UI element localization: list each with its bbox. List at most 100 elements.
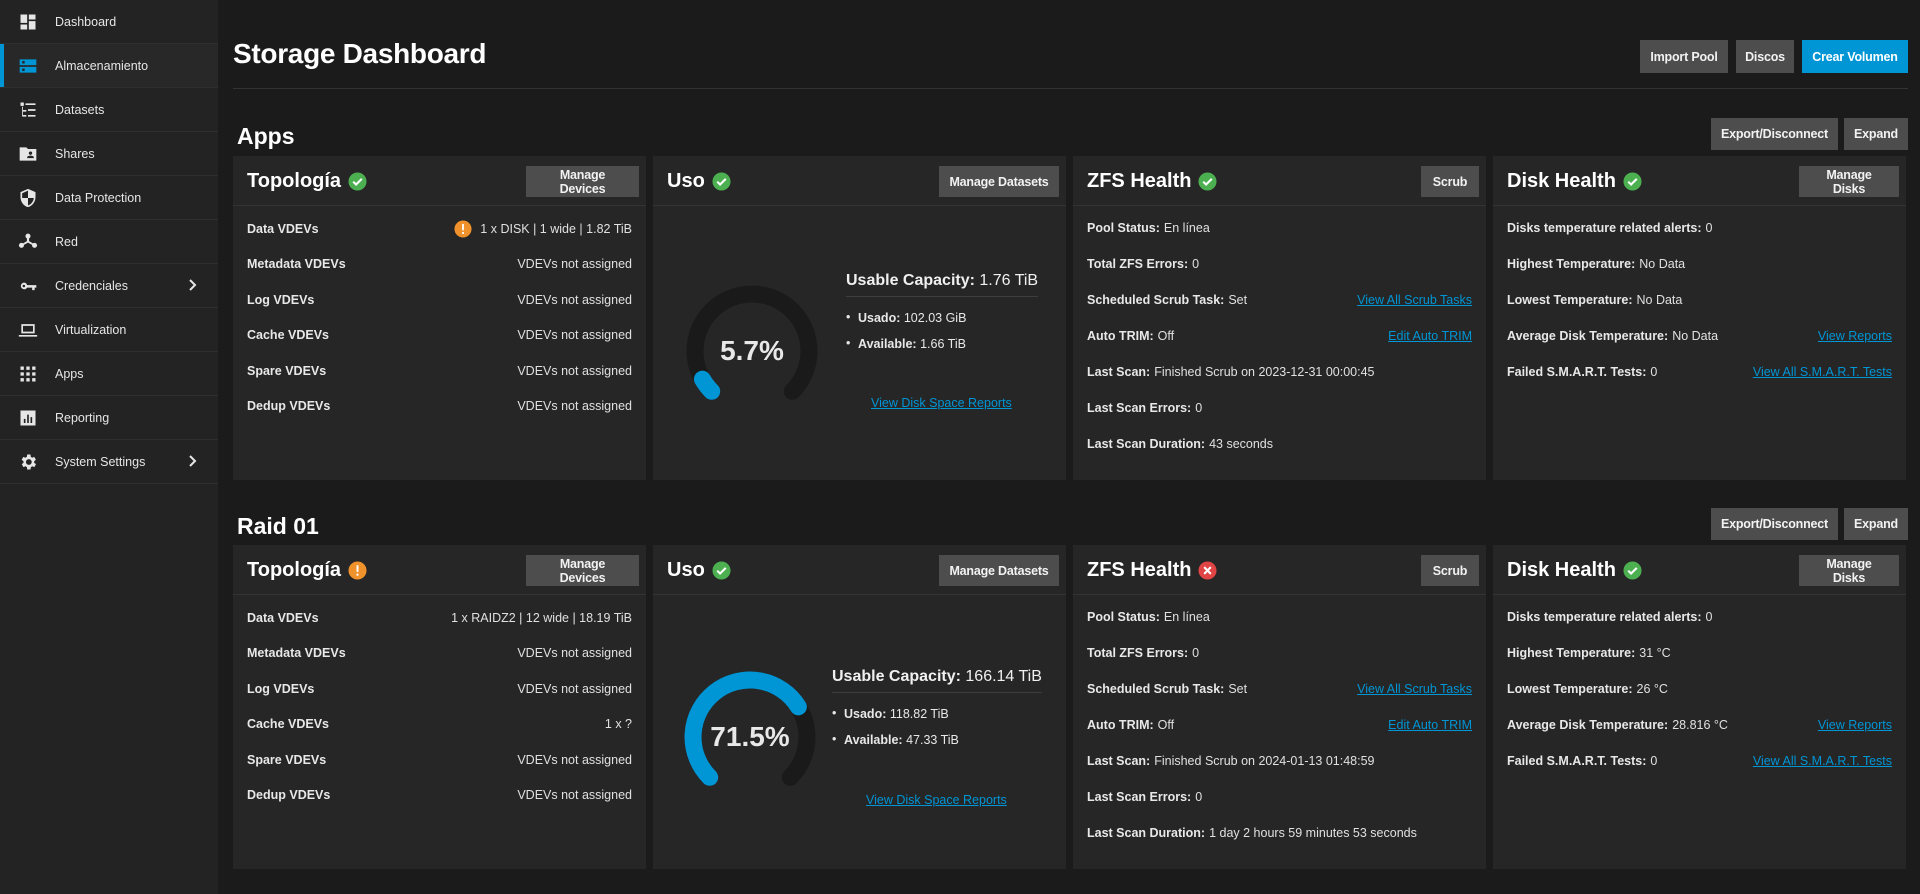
- topology-row-spare: Spare VDEVs VDEVs not assigned: [247, 752, 632, 767]
- sidebar-item-shares[interactable]: Shares: [0, 132, 218, 176]
- manage-disks-button[interactable]: Manage Disks: [1799, 555, 1899, 586]
- chevron-right-icon: [184, 277, 200, 293]
- disk-row-temp-alerts: Disks temperature related alerts: 0: [1507, 610, 1713, 624]
- card-title: Uso: [667, 170, 705, 192]
- expand-button[interactable]: Expand: [1844, 118, 1908, 150]
- gauge-track: [686, 285, 818, 400]
- check-circle-icon: [712, 561, 731, 580]
- gauge-fill: [693, 370, 721, 400]
- import-pool-button[interactable]: Import Pool: [1640, 40, 1728, 73]
- sidebar-item-red[interactable]: Red: [0, 220, 218, 264]
- disk-health-card: Disk Health Manage Disks Disks temperatu…: [1493, 545, 1906, 869]
- view-disk-space-reports-link[interactable]: View Disk Space Reports: [871, 396, 1012, 410]
- disk-row-average-temp: Average Disk Temperature: No Data View Rep…: [1507, 329, 1892, 343]
- topology-row-log: Log VDEVs VDEVs not assigned: [247, 292, 632, 307]
- zfs-row-total-errors: Total ZFS Errors: 0: [1087, 646, 1200, 660]
- zfs-row-total-errors: Total ZFS Errors: 0: [1087, 257, 1200, 271]
- zfs-row-last-scan-duration: Last Scan Duration: 1 day 2 hours 59 minu…: [1087, 826, 1417, 840]
- zfs-row-auto-trim: Auto TRIM: Off Edit Auto TRIM: [1087, 718, 1472, 732]
- sidebar-item-label: Credenciales: [55, 278, 128, 293]
- manage-disks-button[interactable]: Manage Disks: [1799, 166, 1899, 197]
- chevron-right-icon: [184, 453, 200, 469]
- key-icon: [18, 276, 38, 296]
- sidebar-item-datasets[interactable]: Datasets: [0, 88, 218, 132]
- disk-row-failed-smart: Failed S.M.A.R.T. Tests: 0 View All S.M.A.…: [1507, 754, 1892, 768]
- scrub-button[interactable]: Scrub: [1421, 555, 1479, 586]
- pool-cards: Topología Manage Devices Data VDEVs 1 x R…: [233, 545, 1906, 869]
- header-actions: Import Pool Discos Crear Volumen: [1640, 40, 1908, 73]
- sidebar-item-reporting[interactable]: Reporting: [0, 396, 218, 440]
- disk-health-card: Disk Health Manage Disks Disks temperatu…: [1493, 156, 1906, 480]
- topology-row-cache: Cache VDEVs 1 x ?: [247, 717, 632, 732]
- view-all-scrub-tasks-link[interactable]: View All Scrub Tasks: [1357, 293, 1472, 307]
- pool-cards: Topología Manage Devices Data VDEVs 1 x D…: [233, 156, 1906, 480]
- check-circle-icon: [1623, 561, 1642, 580]
- card-title: Uso: [667, 559, 705, 581]
- topology-card: Topología Manage Devices Data VDEVs 1 x D…: [233, 156, 646, 480]
- disk-row-average-temp: Average Disk Temperature: 28.816 °C View R…: [1507, 718, 1892, 732]
- page-title: Storage Dashboard: [233, 38, 487, 69]
- usable-capacity-value: 166.14 TiB: [965, 668, 1042, 685]
- capacity-info: Usable Capacity: 1.76 TiB Usado: 102.03 …: [846, 272, 1039, 357]
- pool-actions: Export/Disconnect Expand: [1711, 508, 1908, 540]
- sidebar-item-label: Shares: [55, 146, 95, 161]
- sidebar-item-dashboard[interactable]: Dashboard: [0, 0, 218, 44]
- view-all-smart-tests-link[interactable]: View All S.M.A.R.T. Tests: [1752, 754, 1892, 768]
- edit-auto-trim-link[interactable]: Edit Auto TRIM: [1388, 718, 1472, 732]
- view-disk-space-reports-link[interactable]: View Disk Space Reports: [866, 793, 1007, 807]
- crear-volumen-button[interactable]: Crear Volumen: [1802, 40, 1908, 73]
- manage-datasets-button[interactable]: Manage Datasets: [939, 166, 1059, 197]
- expand-button[interactable]: Expand: [1844, 508, 1908, 540]
- warning-icon: [348, 561, 367, 580]
- export-disconnect-button[interactable]: Export/Disconnect: [1711, 508, 1838, 540]
- reporting-icon: [18, 408, 38, 428]
- usage-card: Uso Manage Datasets 71.5% Usable Capacit…: [653, 545, 1066, 869]
- sidebar-item-label: Reporting: [55, 410, 110, 425]
- laptop-icon: [18, 320, 38, 340]
- zfs-health-card: ZFS Health Scrub Pool Status: En línea To…: [1073, 545, 1486, 869]
- used-item: Usado: 118.82 TiB: [832, 701, 1042, 727]
- zfs-health-card: ZFS Health Scrub Pool Status: En línea To…: [1073, 156, 1486, 480]
- view-all-smart-tests-link[interactable]: View All S.M.A.R.T. Tests: [1752, 365, 1892, 379]
- sidebar-item-system-settings[interactable]: System Settings: [0, 440, 218, 484]
- used-item: Usado: 102.03 GiB: [846, 305, 1038, 331]
- topology-row-spare: Spare VDEVs VDEVs not assigned: [247, 363, 632, 378]
- datasets-icon: [18, 100, 38, 120]
- discos-button[interactable]: Discos: [1736, 40, 1794, 73]
- usage-percent: 71.5%: [710, 721, 790, 752]
- error-circle-icon: [1198, 561, 1217, 580]
- check-circle-icon: [1623, 172, 1642, 191]
- scrub-button[interactable]: Scrub: [1421, 166, 1479, 197]
- sidebar-item-almacenamiento[interactable]: Almacenamiento: [0, 44, 218, 88]
- pool-title: Raid 01: [237, 513, 319, 539]
- sidebar-item-label: Data Protection: [55, 190, 142, 205]
- view-reports-link[interactable]: View Reports: [1817, 329, 1892, 343]
- capacity-info: Usable Capacity: 166.14 TiB Usado: 118.8…: [832, 668, 1042, 753]
- sidebar-item-data-protection[interactable]: Data Protection: [0, 176, 218, 220]
- view-all-scrub-tasks-link[interactable]: View All Scrub Tasks: [1357, 682, 1472, 696]
- view-reports-link[interactable]: View Reports: [1817, 718, 1892, 732]
- sidebar-item-virtualization[interactable]: Virtualization: [0, 308, 218, 352]
- usage-gauge: 5.7%: [677, 276, 827, 426]
- sidebar-item-credenciales[interactable]: Credenciales: [0, 264, 218, 308]
- disk-row-lowest-temp: Lowest Temperature: 26 °C: [1507, 682, 1668, 696]
- check-circle-icon: [348, 172, 367, 191]
- topology-row-log: Log VDEVs VDEVs not assigned: [247, 681, 632, 696]
- disk-row-temp-alerts: Disks temperature related alerts: 0: [1507, 221, 1713, 235]
- sidebar-item-apps[interactable]: Apps: [0, 352, 218, 396]
- edit-auto-trim-link[interactable]: Edit Auto TRIM: [1388, 329, 1472, 343]
- manage-datasets-button[interactable]: Manage Datasets: [939, 555, 1059, 586]
- disk-row-lowest-temp: Lowest Temperature: No Data: [1507, 293, 1683, 307]
- export-disconnect-button[interactable]: Export/Disconnect: [1711, 118, 1838, 150]
- zfs-row-auto-trim: Auto TRIM: Off Edit Auto TRIM: [1087, 329, 1472, 343]
- usage-gauge: 71.5%: [675, 662, 825, 812]
- manage-devices-button[interactable]: Manage Devices: [526, 555, 639, 586]
- manage-devices-button[interactable]: Manage Devices: [526, 166, 639, 197]
- card-title: Topología: [247, 559, 342, 581]
- check-circle-icon: [712, 172, 731, 191]
- zfs-row-scheduled-scrub: Scheduled Scrub Task: Set View All Scrub T…: [1087, 293, 1472, 307]
- topology-row-dedup: Dedup VDEVs VDEVs not assigned: [247, 788, 632, 803]
- topology-row-metadata: Metadata VDEVs VDEVs not assigned: [247, 646, 632, 661]
- card-title: Disk Health: [1507, 170, 1616, 192]
- shield-icon: [18, 188, 38, 208]
